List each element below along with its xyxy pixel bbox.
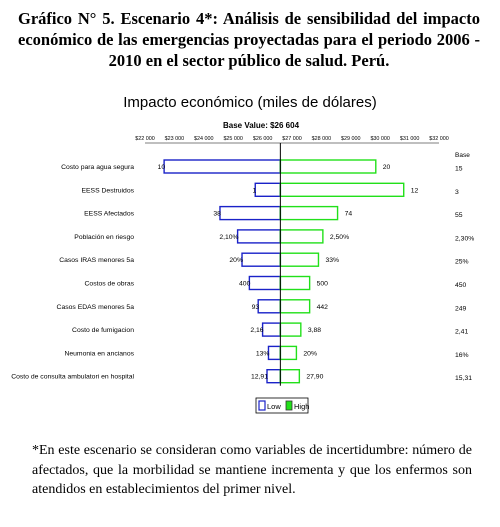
high-value-label: 12 xyxy=(411,187,419,194)
footnote: *En este escenario se consideran como va… xyxy=(32,443,472,497)
high-bar xyxy=(279,229,324,244)
variable-label: Casos EDAS menores 5a xyxy=(57,304,135,311)
high-bar xyxy=(279,182,405,198)
low-bar xyxy=(267,345,282,361)
x-tick-label: $27 000 xyxy=(282,136,302,142)
high-bar xyxy=(279,369,301,384)
x-tick-label: $32 000 xyxy=(429,136,449,142)
x-tick-label: $24 000 xyxy=(194,136,214,142)
base-value-cell: 16% xyxy=(455,352,469,359)
x-tick-label: $25 000 xyxy=(223,136,243,142)
base-value-cell: 450 xyxy=(455,282,467,289)
high-bar xyxy=(279,159,377,174)
legend-low-swatch xyxy=(258,400,266,411)
legend-box xyxy=(255,397,309,414)
low-value-label: 1 xyxy=(252,187,256,194)
low-bar xyxy=(261,322,282,337)
variable-label: EESS Destruidos xyxy=(81,187,134,194)
x-tick-label: $29 000 xyxy=(341,136,361,142)
high-bar xyxy=(279,322,302,337)
base-value-cell: 15 xyxy=(455,166,463,173)
high-value-label: 20 xyxy=(383,164,391,171)
legend-high-label: High xyxy=(294,402,309,411)
variable-label: Costo de fumigacion xyxy=(72,327,134,334)
variable-label: Costos de obras xyxy=(85,281,135,288)
high-value-label: 33% xyxy=(325,257,339,264)
base-value-cell: 15,31 xyxy=(455,375,472,382)
low-bar xyxy=(241,252,282,267)
legend-high-swatch xyxy=(285,400,293,411)
high-value-label: 3,88 xyxy=(308,327,321,334)
high-bar xyxy=(279,252,320,267)
legend-low-label: Low xyxy=(267,402,281,411)
low-bar xyxy=(219,205,282,221)
low-bar xyxy=(236,229,282,244)
base-value-cell: 249 xyxy=(455,305,467,312)
variable-label: Costo para agua segura xyxy=(61,164,134,171)
figure-heading: Gráfico N° 5. Escenario 4*: Análisis de … xyxy=(18,9,480,70)
high-value-label: 500 xyxy=(317,281,329,288)
low-bar xyxy=(163,159,282,174)
high-bar xyxy=(279,275,311,291)
x-tick-label: $28 000 xyxy=(312,136,332,142)
high-bar xyxy=(279,299,311,314)
low-value-label: 2,10% xyxy=(219,234,238,241)
high-bar xyxy=(279,345,298,361)
variable-label: Población en riesgo xyxy=(74,234,134,241)
low-value-label: 400 xyxy=(239,281,251,288)
x-tick-label: $22 000 xyxy=(135,136,155,142)
base-value-label: Base Value: $26 604 xyxy=(222,121,300,130)
low-bar xyxy=(248,275,282,291)
base-value-cell: 3 xyxy=(455,189,459,196)
high-value-label: 27,90 xyxy=(306,374,323,381)
low-value-label: 12,91 xyxy=(251,374,268,381)
x-tick-label: $23 000 xyxy=(165,136,185,142)
x-tick-label: $26 000 xyxy=(253,136,273,142)
high-value-label: 74 xyxy=(345,211,353,218)
high-value-label: 442 xyxy=(317,304,329,311)
x-tick-label: $31 000 xyxy=(400,136,420,142)
low-value-label: 93 xyxy=(252,304,260,311)
high-bar xyxy=(279,205,339,221)
low-value-label: 13% xyxy=(256,350,270,357)
variable-label: Casos IRAS menores 5a xyxy=(59,257,134,264)
low-value-label: 2,16 xyxy=(250,327,263,334)
base-value-cell: 2,30% xyxy=(455,235,474,242)
base-value-cell: 2,41 xyxy=(455,329,468,336)
low-value-label: 38 xyxy=(213,211,221,218)
x-tick-label: $30 000 xyxy=(370,136,390,142)
low-bar xyxy=(257,299,282,314)
low-bar xyxy=(266,369,282,384)
base-value-cell: 25% xyxy=(455,259,469,266)
high-value-label: 20% xyxy=(303,350,317,357)
chart-title: Impacto económico (miles de dólares) xyxy=(123,94,377,111)
variable-label: Costo de consulta ambulatori en hospital xyxy=(11,374,134,381)
base-column-header: Base xyxy=(455,152,470,159)
low-bar xyxy=(254,182,282,198)
base-value-cell: 55 xyxy=(455,212,463,219)
low-value-label: 10 xyxy=(158,164,166,171)
variable-label: EESS Afectados xyxy=(84,211,134,218)
low-value-label: 20% xyxy=(229,257,243,264)
variable-label: Neumonia en ancianos xyxy=(64,350,134,357)
high-value-label: 2,50% xyxy=(330,234,349,241)
